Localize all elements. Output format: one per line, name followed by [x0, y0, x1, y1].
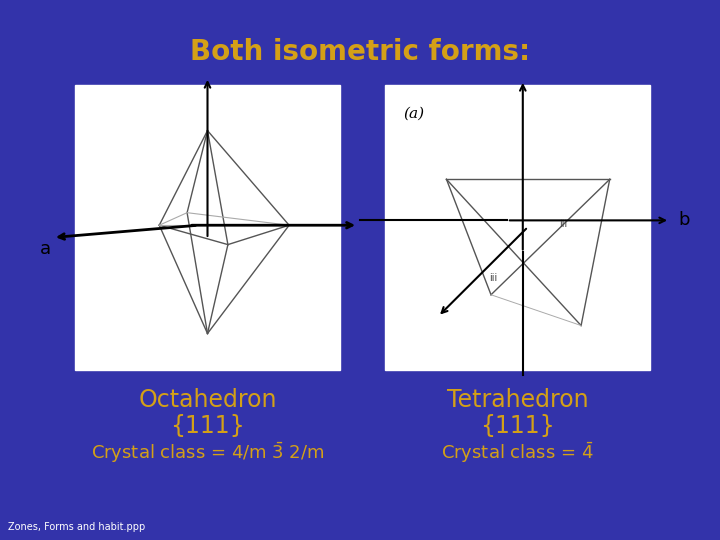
Text: Octahedron: Octahedron: [138, 388, 276, 412]
Text: (a): (a): [403, 107, 424, 121]
Text: Zones, Forms and habit.ppp: Zones, Forms and habit.ppp: [8, 522, 145, 532]
Bar: [75, 85, 340, 370]
Text: iii: iii: [489, 273, 498, 283]
Bar: [385, 85, 650, 370]
Text: b: b: [678, 211, 690, 230]
Text: {111}: {111}: [480, 414, 555, 438]
Text: Crystal class = 4/m $\bar{3}$ 2/m: Crystal class = 4/m $\bar{3}$ 2/m: [91, 440, 324, 464]
Text: Crystal class = $\bar{4}$: Crystal class = $\bar{4}$: [441, 440, 594, 464]
Text: Both isometric forms:: Both isometric forms:: [190, 38, 530, 66]
Text: Tetrahedron: Tetrahedron: [446, 388, 588, 412]
Text: a: a: [40, 240, 50, 259]
Text: iii: iii: [559, 219, 567, 229]
Text: {111}: {111}: [170, 414, 245, 438]
